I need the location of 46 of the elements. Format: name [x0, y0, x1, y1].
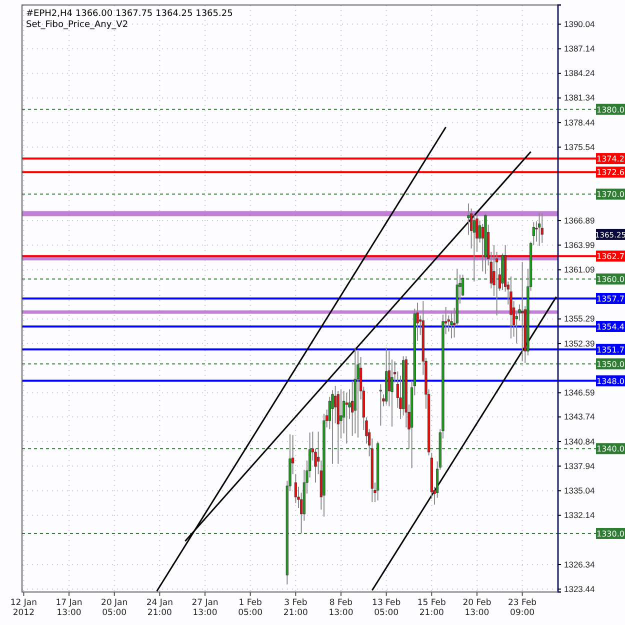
ref-line-label: 1340.0	[596, 444, 624, 454]
y-tick-label: 1332.14	[564, 510, 595, 520]
y-tick-label: 1381.34	[564, 92, 595, 103]
x-tick-label: 13 Feb 05:00	[372, 598, 401, 618]
y-tick-label: 1355.29	[564, 314, 595, 324]
y-tick-label: 1378.44	[564, 117, 595, 128]
text: Set_Fibo_Price_Any_V2	[26, 20, 128, 30]
y-tick-label: 1363.99	[564, 240, 595, 250]
y-tick-label: 1340.84	[564, 436, 595, 446]
chart-title: #EPH2,H4 1366.00 1367.75 1364.25 1365.25	[26, 9, 233, 19]
y-tick-label: 1346.59	[564, 387, 595, 398]
ref-line-label: 1354.4	[596, 322, 624, 332]
x-tick-label: 20 Jan 05:00	[101, 598, 128, 618]
ref-line-label: 1362.7	[596, 252, 624, 262]
x-tick-label: 15 Feb 21:00	[417, 598, 446, 618]
x-tick-label: 27 Jan 13:00	[192, 598, 218, 618]
y-tick-label: 1337.94	[564, 460, 595, 471]
x-tick-label: 1 Feb 05:00	[238, 598, 263, 618]
y-tick-label: 1352.39	[564, 338, 595, 348]
ref-line-label: 1360.0	[596, 274, 624, 284]
x-tick-label: 12 Jan 2012	[10, 598, 38, 618]
ref-line-label: 1357.7	[596, 294, 624, 304]
x-tick-label: 24 Jan 21:00	[146, 598, 173, 618]
y-tick-label: 1375.54	[564, 142, 595, 152]
x-tick-label: 17 Jan 13:00	[56, 598, 82, 618]
ref-line-label: 1380.0	[596, 105, 624, 114]
x-tick-label: 8 Feb 13:00	[328, 598, 354, 618]
ref-line-label: 1370.0	[596, 190, 624, 200]
ref-line-label: 1330.0	[596, 529, 624, 538]
y-tick-label: 1387.14	[564, 43, 595, 54]
ref-line-label: 1374.2	[596, 154, 624, 164]
y-tick-label: 1335.04	[564, 485, 595, 496]
x-tick-label: 3 Feb 21:00	[283, 598, 308, 618]
y-tick-label: 1323.44	[564, 584, 595, 594]
ref-line-label: 1350.0	[596, 360, 624, 369]
ref-line-label: 1348.0	[596, 376, 624, 386]
x-tick-label: 20 Feb 13:00	[462, 598, 492, 618]
ref-line-label: 1372.6	[596, 168, 624, 178]
x-tick-label: 23 Feb 09:00	[508, 598, 537, 618]
y-tick-label: 1390.04	[564, 18, 595, 29]
y-tick-label: 1361.09	[564, 264, 595, 274]
y-tick-label: 1343.74	[564, 412, 595, 422]
y-tick-label: 1384.24	[564, 68, 595, 78]
y-tick-label: 1366.89	[564, 215, 595, 226]
y-tick-label: 1326.34	[564, 559, 595, 570]
ref-line-label: 1351.7	[596, 345, 624, 354]
